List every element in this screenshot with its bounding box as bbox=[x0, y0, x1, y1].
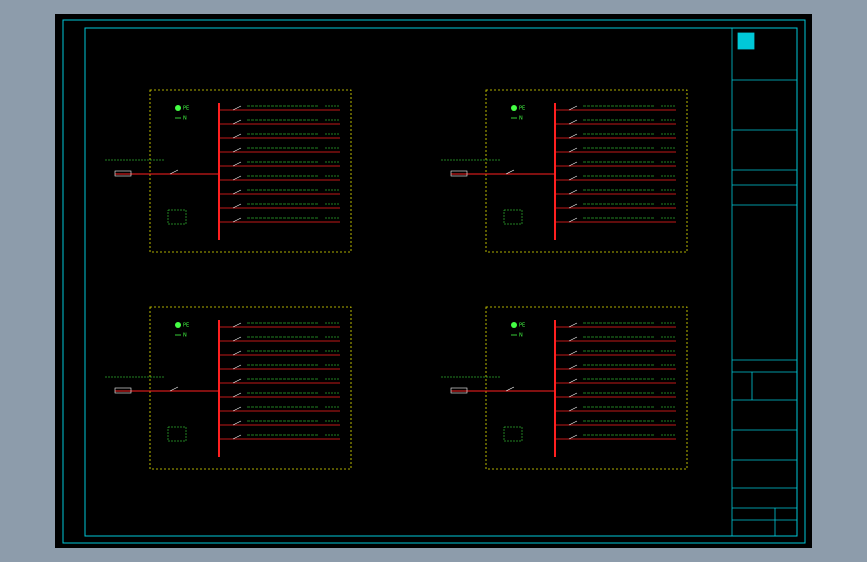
breaker bbox=[232, 203, 242, 209]
breaker bbox=[568, 336, 578, 342]
breaker bbox=[568, 203, 578, 209]
breaker bbox=[232, 147, 242, 153]
spd-note bbox=[503, 209, 523, 225]
pe-symbol bbox=[175, 322, 181, 328]
breaker bbox=[232, 119, 242, 125]
drawing-area bbox=[55, 14, 812, 548]
breaker bbox=[232, 350, 242, 356]
breaker bbox=[232, 392, 242, 398]
panel-boundary bbox=[485, 306, 688, 470]
spd-note bbox=[167, 426, 187, 442]
n-label: N bbox=[519, 116, 523, 122]
breaker bbox=[232, 406, 242, 412]
panel-boundary bbox=[149, 306, 352, 470]
breaker bbox=[232, 434, 242, 440]
breaker bbox=[568, 434, 578, 440]
panel: PE N bbox=[105, 89, 352, 253]
breaker bbox=[232, 322, 242, 328]
breaker bbox=[568, 364, 578, 370]
breaker bbox=[568, 406, 578, 412]
inner-frame bbox=[84, 27, 798, 537]
switch bbox=[505, 169, 515, 175]
breaker bbox=[232, 189, 242, 195]
panel: PE N bbox=[441, 306, 688, 470]
breaker bbox=[568, 378, 578, 384]
breaker bbox=[232, 364, 242, 370]
breaker bbox=[232, 175, 242, 181]
spd-note bbox=[503, 426, 523, 442]
breaker bbox=[232, 105, 242, 111]
switch bbox=[505, 386, 515, 392]
panel: PE N bbox=[105, 306, 352, 470]
breaker bbox=[232, 217, 242, 223]
panel-boundary bbox=[485, 89, 688, 253]
pe-label: PE bbox=[519, 323, 525, 329]
breaker bbox=[568, 147, 578, 153]
panels: PE N PE N PE N PE N bbox=[105, 89, 688, 470]
pe-symbol bbox=[511, 322, 517, 328]
outer-frame bbox=[62, 19, 806, 544]
breaker bbox=[568, 119, 578, 125]
spd-note bbox=[167, 209, 187, 225]
breaker bbox=[568, 392, 578, 398]
incoming-tag bbox=[450, 387, 468, 394]
pe-label: PE bbox=[519, 106, 525, 112]
breaker bbox=[568, 189, 578, 195]
breaker bbox=[568, 161, 578, 167]
incoming-tag bbox=[114, 387, 132, 394]
breaker bbox=[568, 420, 578, 426]
breaker bbox=[232, 133, 242, 139]
breaker bbox=[232, 161, 242, 167]
breaker bbox=[568, 105, 578, 111]
pe-symbol bbox=[511, 105, 517, 111]
panel: PE N bbox=[441, 89, 688, 253]
n-label: N bbox=[183, 333, 187, 339]
incoming-tag bbox=[114, 170, 132, 177]
breaker bbox=[568, 175, 578, 181]
switch bbox=[169, 386, 179, 392]
breaker bbox=[568, 322, 578, 328]
pe-label: PE bbox=[183, 106, 189, 112]
breaker bbox=[568, 217, 578, 223]
n-label: N bbox=[519, 333, 523, 339]
breaker bbox=[568, 133, 578, 139]
breaker bbox=[568, 350, 578, 356]
title-block bbox=[731, 28, 797, 536]
breaker bbox=[232, 336, 242, 342]
switch bbox=[169, 169, 179, 175]
breaker bbox=[232, 378, 242, 384]
incoming-tag bbox=[450, 170, 468, 177]
n-label: N bbox=[183, 116, 187, 122]
pe-label: PE bbox=[183, 323, 189, 329]
panel-boundary bbox=[149, 89, 352, 253]
breaker bbox=[232, 420, 242, 426]
pe-symbol bbox=[175, 105, 181, 111]
